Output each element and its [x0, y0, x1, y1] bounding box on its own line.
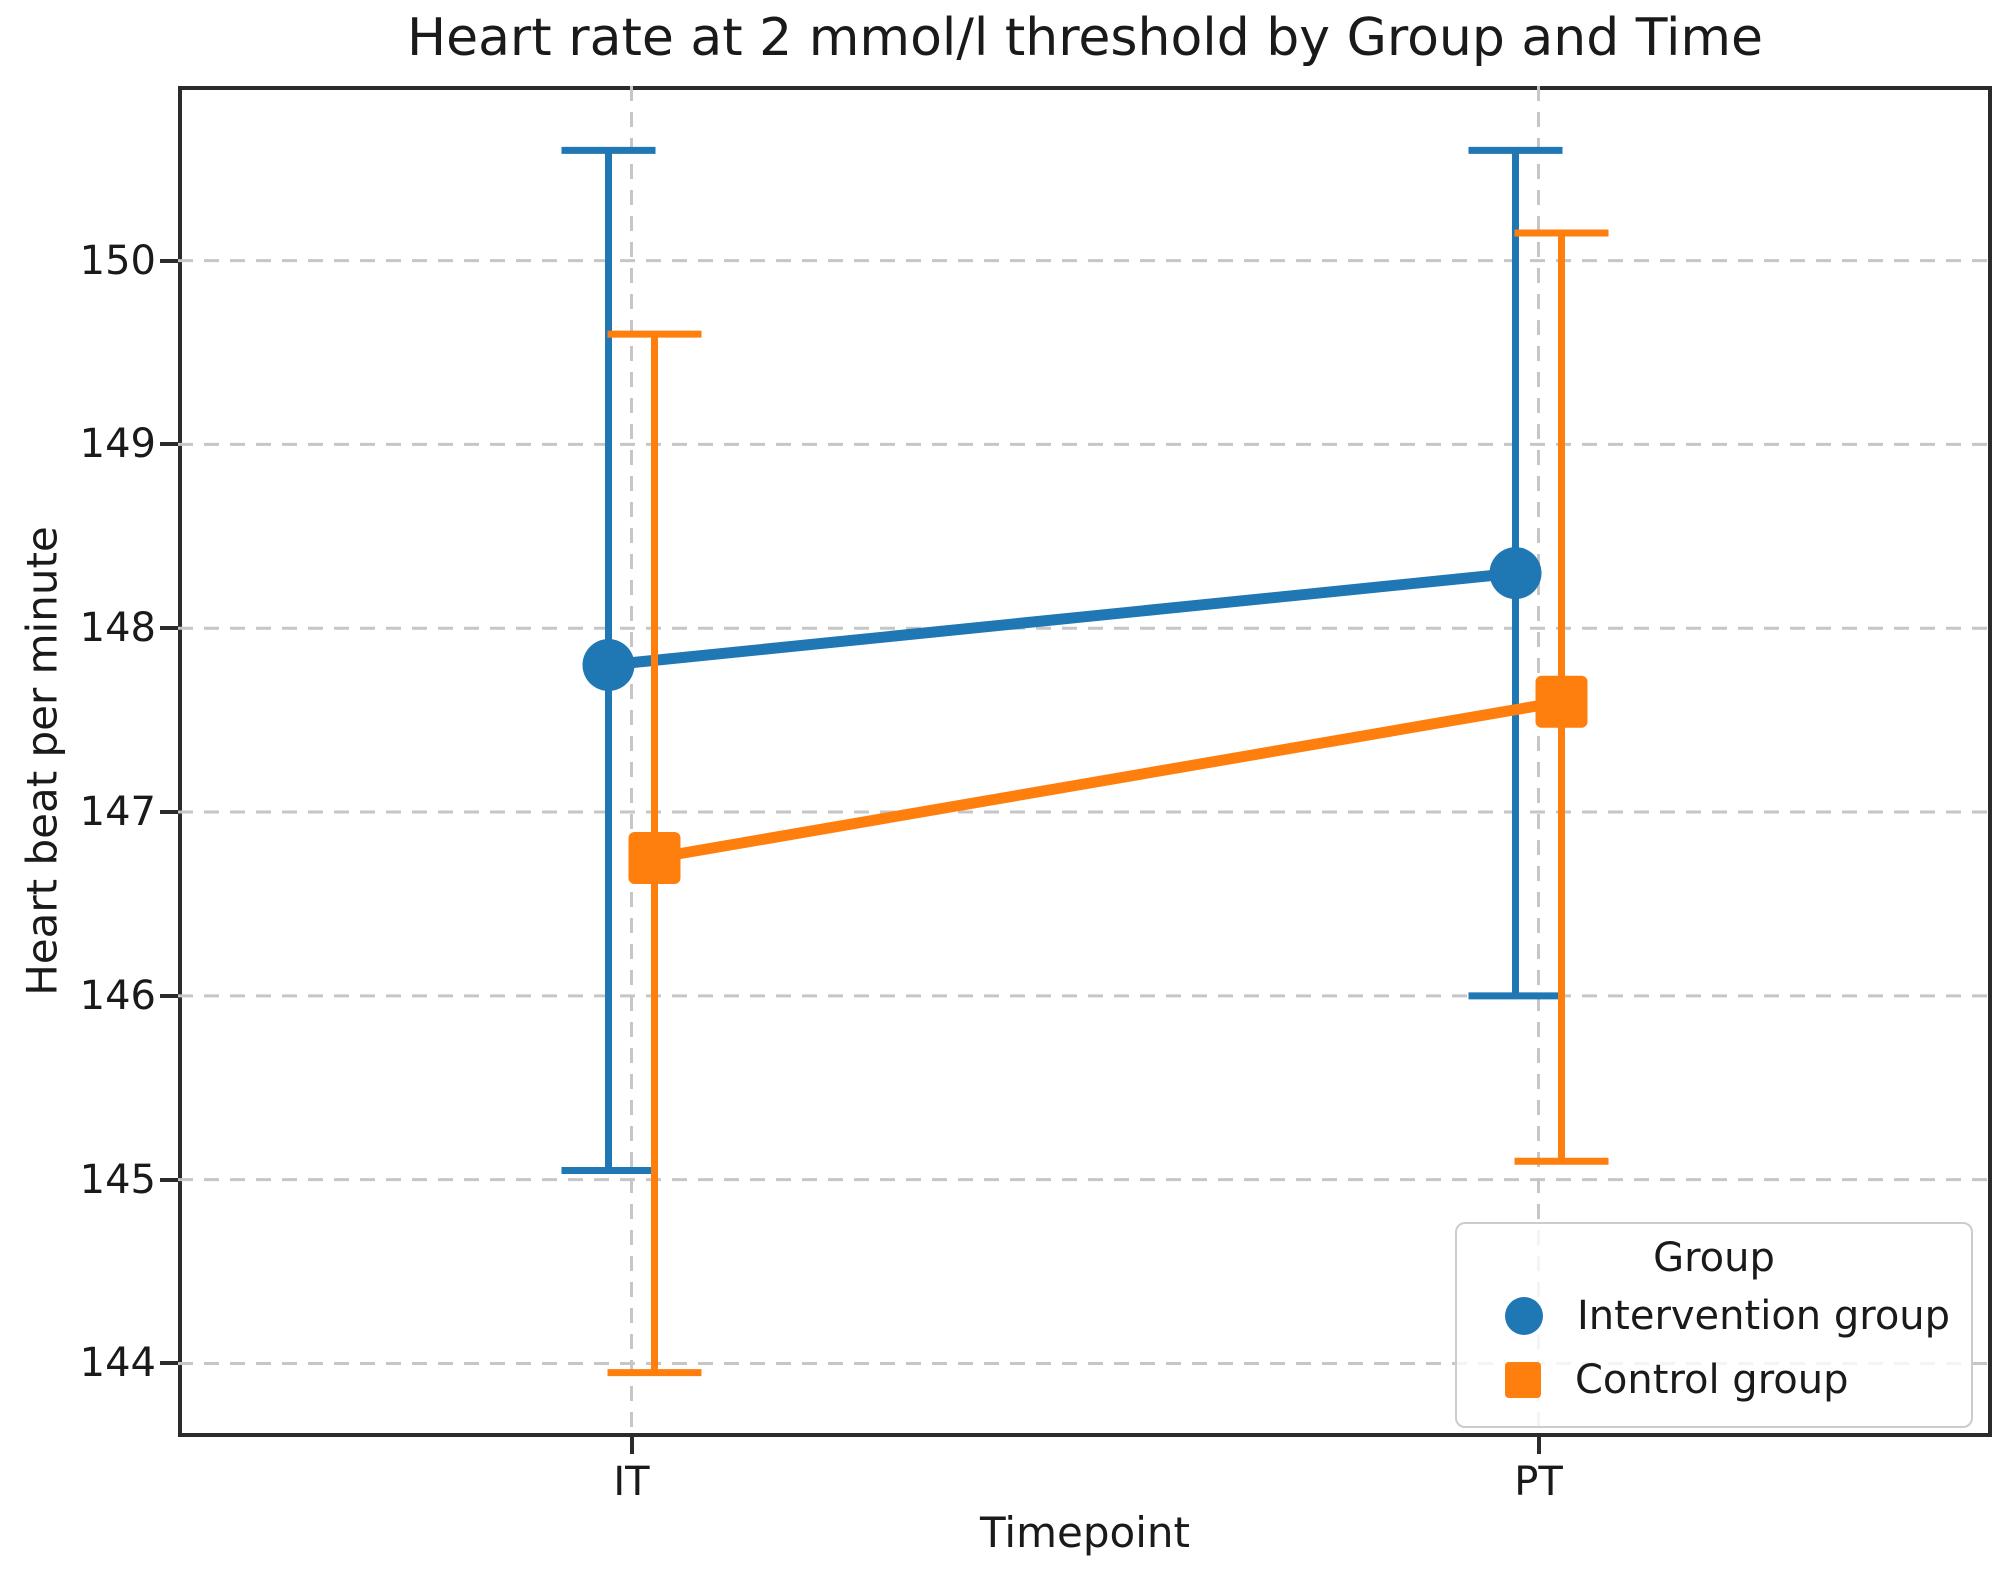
series-line	[603, 567, 1521, 671]
y-tick-mark	[160, 810, 178, 815]
x-tick-mark	[1536, 1437, 1541, 1454]
legend-item-control: Control group	[1457, 1348, 1971, 1412]
chart-title: Heart rate at 2 mmol/l threshold by Grou…	[406, 8, 1764, 68]
plot-area	[178, 86, 1992, 1437]
series-line	[649, 696, 1567, 864]
legend-label-intervention: Intervention group	[1577, 1293, 1951, 1339]
y-tick-mark	[160, 993, 178, 998]
y-tick-label: 145	[79, 1156, 156, 1203]
y-tick-label: 147	[79, 789, 156, 836]
chart-canvas	[178, 86, 1992, 1437]
y-tick-label: 150	[79, 237, 156, 284]
x-tick-label: PT	[1514, 1459, 1563, 1505]
data-point-marker	[582, 639, 635, 691]
x-axis-label: Timepoint	[980, 1508, 1190, 1557]
legend-title: Group	[1653, 1235, 1775, 1281]
legend: Group Intervention group Control group	[1455, 1222, 1973, 1428]
legend-item-intervention: Intervention group	[1457, 1284, 1971, 1348]
y-tick-mark	[160, 258, 178, 263]
legend-label-control: Control group	[1575, 1357, 1849, 1403]
y-tick-mark	[160, 1361, 178, 1366]
intervention-group-marker-icon	[1505, 1297, 1543, 1335]
x-tick-mark	[629, 1437, 634, 1454]
control-group-marker-icon	[1505, 1362, 1541, 1398]
y-tick-label: 144	[79, 1340, 156, 1387]
y-tick-mark	[160, 626, 178, 631]
data-point-marker	[1489, 547, 1542, 600]
y-tick-label: 146	[79, 972, 156, 1019]
y-tick-mark	[160, 1177, 178, 1182]
y-tick-label: 148	[79, 605, 156, 652]
y-axis-label: Heart beat per minute	[17, 526, 67, 996]
y-tick-mark	[160, 442, 178, 447]
x-tick-label: IT	[613, 1459, 650, 1505]
y-tick-label: 149	[79, 421, 156, 468]
data-point-marker	[1535, 675, 1588, 728]
data-point-marker	[628, 832, 681, 884]
